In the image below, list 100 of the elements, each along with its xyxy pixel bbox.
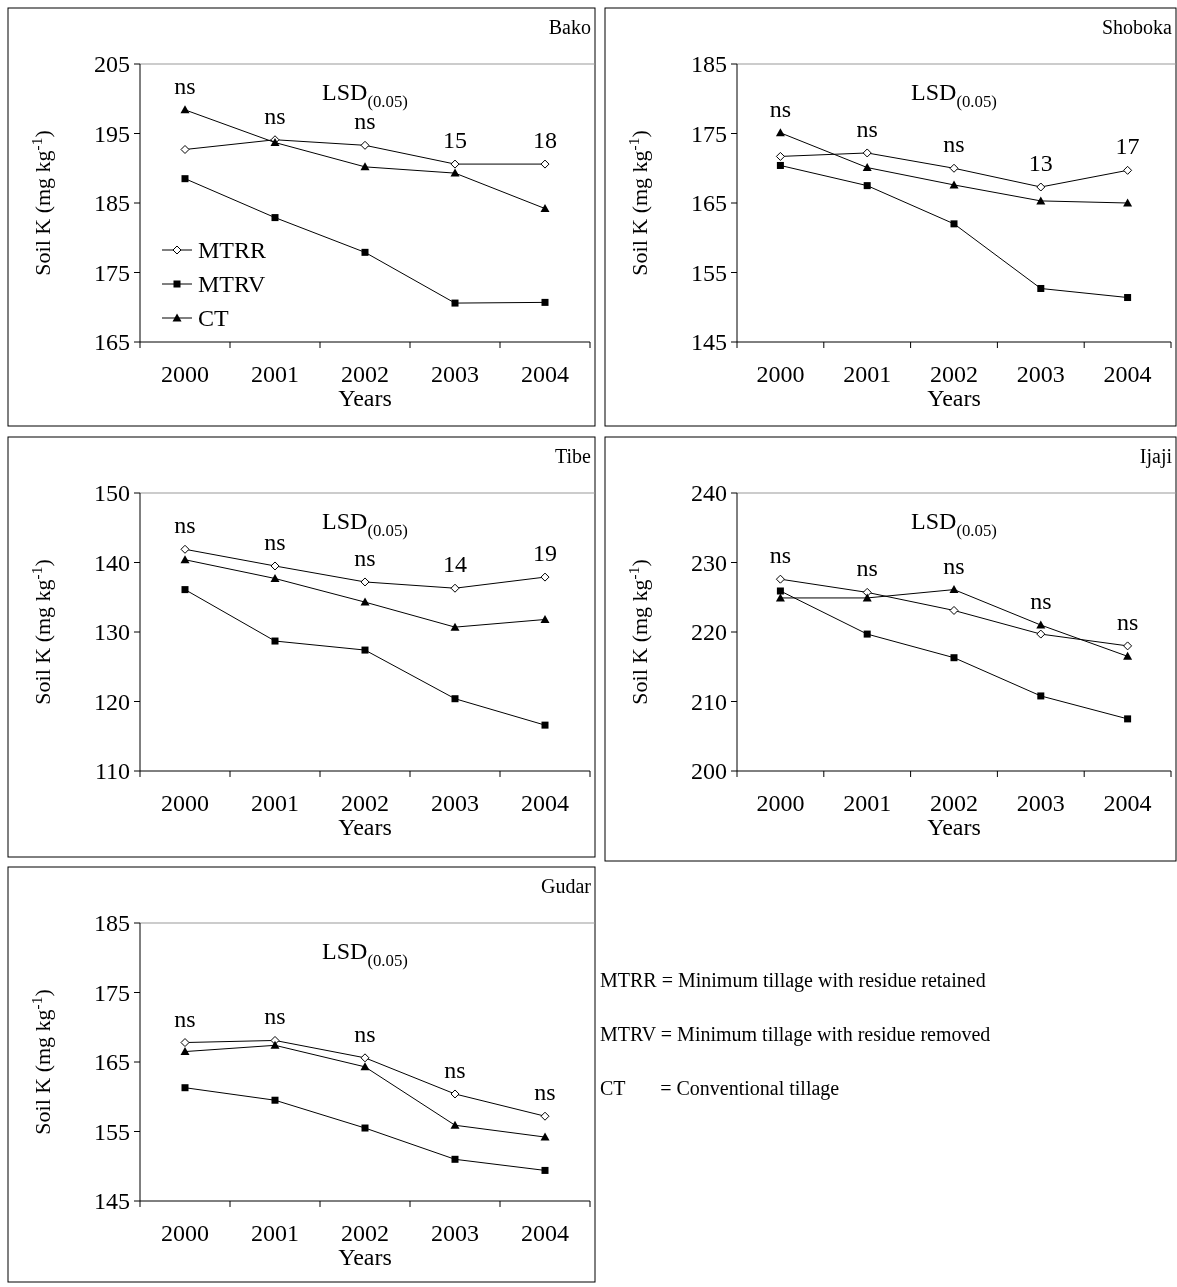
point	[180, 144, 190, 154]
point	[450, 622, 460, 631]
y-tick-label: 185	[691, 51, 727, 77]
point	[775, 574, 785, 584]
y-tick-label: 145	[691, 329, 727, 355]
chart-title: Gudar	[541, 875, 592, 897]
point	[450, 159, 460, 169]
point	[180, 1047, 190, 1056]
y-tick-label: 230	[691, 549, 727, 576]
point	[1036, 620, 1046, 629]
y-tick-label: 220	[691, 619, 727, 645]
point	[450, 1089, 460, 1099]
point	[450, 168, 460, 177]
point	[360, 140, 370, 150]
y-tick-label: 155	[94, 1118, 130, 1145]
point	[540, 1111, 550, 1121]
annotation: ns	[534, 1079, 556, 1106]
point	[776, 587, 784, 595]
x-tick-label: 2000	[756, 790, 805, 816]
point	[776, 161, 784, 169]
point	[1123, 198, 1133, 207]
point	[1124, 294, 1132, 302]
y-tick-label: 185	[94, 190, 130, 216]
annotation: ns	[1030, 588, 1052, 615]
point	[180, 555, 190, 564]
annotation: LSD$_{(0.05)}$	[911, 508, 997, 540]
point	[862, 587, 872, 597]
x-axis-title: Years	[927, 814, 981, 840]
legend-label: MTRR	[198, 237, 267, 263]
legend-label: MTRV	[198, 271, 267, 297]
y-tick-label: 175	[94, 979, 130, 1006]
point	[862, 163, 872, 172]
point	[360, 1053, 370, 1063]
annotation: ns	[856, 115, 878, 142]
x-axis-title: Years	[338, 385, 392, 411]
x-axis-title: Years	[338, 1244, 392, 1270]
point	[540, 1132, 550, 1141]
point	[541, 298, 549, 306]
x-tick-label: 2004	[1103, 361, 1152, 387]
annotation: 13	[1028, 150, 1053, 177]
y-tick-label: 145	[94, 1188, 130, 1214]
point	[1123, 165, 1133, 175]
point	[1036, 182, 1046, 192]
point	[451, 1155, 459, 1163]
annotation: 19	[533, 540, 557, 567]
annotation: ns	[769, 542, 792, 569]
annotation: LSD$_{(0.05)}$	[322, 938, 408, 970]
x-tick-label: 2002	[341, 361, 389, 387]
x-tick-label: 2000	[756, 361, 805, 387]
point	[181, 586, 189, 594]
annotation: LSD$_{(0.05)}$	[322, 79, 408, 111]
annotation: ns	[354, 544, 376, 571]
x-tick-label: 2003	[1016, 790, 1065, 816]
annotation: 18	[533, 127, 557, 154]
x-tick-label: 2002	[341, 790, 389, 816]
x-tick-label: 2000	[161, 1220, 209, 1246]
y-tick-label: 175	[94, 259, 130, 286]
annotation: 17	[1115, 133, 1140, 160]
annotation: ns	[769, 95, 792, 122]
x-tick-label: 2002	[341, 1220, 389, 1246]
point	[1124, 715, 1132, 723]
point	[863, 630, 871, 638]
y-tick-label: 165	[691, 190, 727, 216]
y-tick-label: 185	[94, 910, 130, 936]
point	[360, 597, 370, 606]
annotation: ns	[354, 1020, 376, 1047]
point	[271, 214, 279, 222]
x-tick-label: 2000	[161, 361, 209, 387]
annotation: 14	[443, 551, 467, 578]
y-tick-label: 200	[691, 758, 727, 784]
annotation: ns	[174, 1005, 196, 1032]
x-tick-label: 2004	[521, 790, 569, 816]
annotation: ns	[174, 72, 196, 99]
annotation: ns	[856, 555, 878, 582]
point	[180, 1038, 190, 1048]
y-tick-label: 205	[94, 51, 130, 77]
x-axis-title: Years	[927, 385, 981, 411]
y-tick-label: 155	[691, 259, 727, 286]
annotation: ns	[943, 552, 965, 579]
annotation: ns	[174, 512, 196, 539]
point	[270, 561, 280, 571]
text: MTRR = Minimum tillage with residue retained	[600, 969, 986, 992]
annotation: ns	[444, 1056, 466, 1083]
y-tick-label: 175	[691, 120, 727, 147]
x-tick-label: 2001	[251, 361, 299, 387]
y-tick-label: 120	[94, 688, 130, 715]
annotation: LSD$_{(0.05)}$	[322, 508, 408, 540]
point	[1037, 284, 1045, 292]
point	[1036, 196, 1046, 205]
point	[540, 614, 550, 623]
text: MTRV = Minimum tillage with residue removed	[600, 1023, 991, 1046]
y-tick-label: 210	[691, 688, 727, 715]
x-tick-label: 2001	[251, 790, 299, 816]
annotation: ns	[943, 131, 965, 158]
x-tick-label: 2003	[431, 361, 479, 387]
y-tick-label: 110	[94, 758, 130, 784]
point	[361, 646, 369, 654]
point	[950, 220, 958, 228]
chart-title: Bako	[548, 16, 591, 38]
point	[450, 583, 460, 593]
